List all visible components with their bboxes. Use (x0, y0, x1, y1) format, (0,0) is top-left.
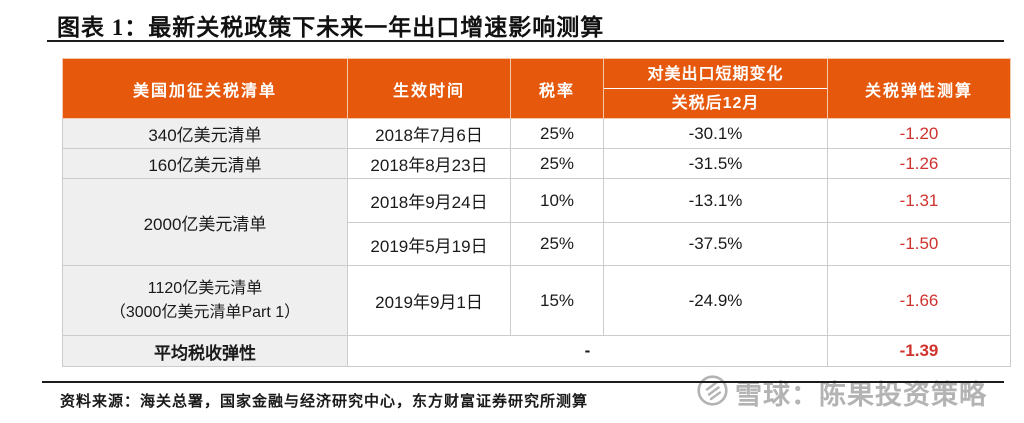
source-note: 资料来源：海关总署，国家金融与经济研究中心，东方财富证券研究所测算 (60, 394, 589, 410)
footer-divider (42, 381, 1004, 383)
cell-date: 2018年7月6日 (347, 118, 511, 149)
cell-elasticity: -1.66 (827, 265, 1011, 336)
header-tax-rate: 税率 (510, 58, 604, 119)
table-row: 340亿美元清单 2018年7月6日 25% -30.1% -1.20 (62, 118, 1011, 149)
xueqiu-snowball-icon (696, 374, 729, 412)
tariff-impact-table: 美国加征关税清单 生效时间 税率 对美出口短期变化 关税后12月 关税弹性测算 … (62, 58, 1011, 367)
cell-rate: 25% (510, 222, 604, 266)
cell-change: -13.1% (603, 178, 828, 223)
table-row: 160亿美元清单 2018年8月23日 25% -31.5% -1.26 (62, 148, 1011, 179)
summary-label: 平均税收弹性 (62, 335, 348, 367)
summary-dash: - (347, 335, 828, 367)
cell-date: 2019年9月1日 (347, 265, 511, 336)
cell-rate: 25% (510, 148, 604, 179)
cell-date: 2018年8月23日 (347, 148, 511, 179)
watermark-text: 雪球：陈果投资策略 (735, 380, 987, 410)
cell-change: -24.9% (603, 265, 828, 336)
cell-rate: 15% (510, 265, 604, 336)
header-effective-date: 生效时间 (347, 58, 511, 119)
cell-elasticity: -1.31 (827, 178, 1011, 223)
cell-elasticity: -1.50 (827, 222, 1011, 266)
table-row: 1120亿美元清单 （3000亿美元清单Part 1） 2019年9月1日 15… (62, 265, 1011, 336)
figure-title: 图表 1：最新关税政策下未来一年出口增速影响测算 (57, 15, 605, 40)
cell-list-2000: 2000亿美元清单 (62, 178, 348, 266)
cell-date: 2019年5月19日 (347, 222, 511, 266)
header-export-change-period: 关税后12月 (671, 94, 760, 112)
cell-list-160: 160亿美元清单 (62, 148, 348, 179)
cell-rate: 25% (510, 118, 604, 149)
list-1120-line1: 1120亿美元清单 (147, 280, 263, 298)
cell-change: -37.5% (603, 222, 828, 266)
summary-elasticity: -1.39 (827, 335, 1011, 367)
cell-rate: 10% (510, 178, 604, 223)
title-divider (47, 40, 1004, 42)
cell-change: -30.1% (603, 118, 828, 149)
header-export-change: 对美出口短期变化 关税后12月 (603, 58, 828, 119)
cell-elasticity: -1.26 (827, 148, 1011, 179)
cell-date: 2018年9月24日 (347, 178, 511, 223)
header-elasticity: 关税弹性测算 (827, 58, 1011, 119)
table-row: 2019年5月19日 25% -37.5% -1.50 (63, 222, 1011, 266)
cell-list-340: 340亿美元清单 (62, 118, 348, 149)
cell-change: -31.5% (603, 148, 828, 179)
xueqiu-watermark: 雪球：陈果投资策略 (696, 373, 987, 412)
cell-list-1120: 1120亿美元清单 （3000亿美元清单Part 1） (62, 265, 348, 336)
cell-elasticity: -1.20 (827, 118, 1011, 149)
table-header: 美国加征关税清单 生效时间 税率 对美出口短期变化 关税后12月 关税弹性测算 (62, 58, 1011, 119)
header-tariff-list: 美国加征关税清单 (62, 58, 348, 119)
list-1120-line2: （3000亿美元清单Part 1） (109, 303, 301, 321)
header-export-change-title: 对美出口短期变化 (604, 60, 827, 89)
summary-row: 平均税收弹性 - -1.39 (62, 335, 1011, 367)
table-row: 2000亿美元清单 2018年9月24日 10% -13.1% -1.31 (62, 178, 1011, 266)
